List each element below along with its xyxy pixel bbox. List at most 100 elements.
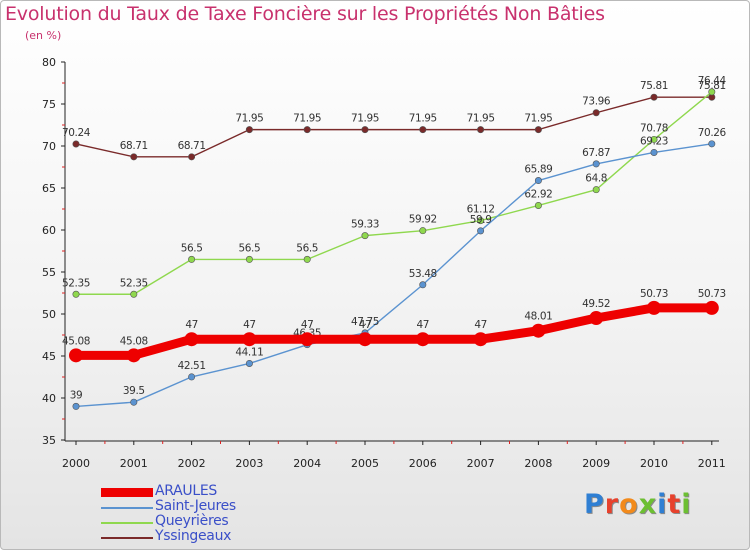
logo-letter: o	[619, 489, 639, 520]
data-label: 47	[359, 319, 372, 331]
data-label: 53.48	[409, 268, 437, 280]
data-label: 61.12	[467, 204, 495, 216]
data-label: 44.11	[235, 346, 263, 358]
x-tick-label: 2008	[524, 457, 552, 470]
data-point	[708, 88, 716, 96]
legend-label: Yssingeaux	[155, 528, 232, 544]
data-label: 71.95	[524, 113, 552, 125]
x-tick-label: 2001	[120, 457, 148, 470]
data-label: 70.78	[640, 122, 668, 134]
data-label: 64.8	[585, 173, 607, 185]
data-label: 47	[474, 319, 487, 331]
x-tick-label: 2007	[467, 457, 495, 470]
data-label: 47	[243, 319, 256, 331]
legend-swatch	[101, 488, 153, 497]
legend-swatch	[101, 507, 153, 509]
data-point	[650, 93, 658, 101]
data-point	[650, 148, 658, 156]
y-tick-label: 75	[42, 98, 56, 111]
data-point	[303, 255, 311, 263]
data-label: 47	[417, 319, 430, 331]
data-label: 52.35	[120, 277, 148, 289]
logo-letter: i	[657, 489, 668, 520]
data-point	[130, 398, 138, 406]
legend-label: ARAULES	[155, 483, 217, 499]
data-point	[361, 232, 369, 240]
data-point	[188, 255, 196, 263]
data-label: 50.73	[698, 288, 726, 300]
logo-letter: x	[638, 489, 658, 520]
data-point	[303, 126, 311, 134]
data-point	[647, 300, 661, 315]
data-point	[477, 217, 485, 225]
data-point	[415, 332, 430, 347]
x-tick-label: 2009	[582, 457, 610, 470]
y-tick-label: 55	[42, 266, 56, 279]
data-point	[473, 332, 488, 347]
proxiti-logo[interactable]: Proxiti	[584, 489, 692, 520]
data-label: 71.95	[351, 113, 379, 125]
data-label: 56.5	[239, 242, 261, 254]
data-label: 47	[301, 319, 314, 331]
data-label: 70.24	[62, 127, 91, 139]
data-point	[188, 373, 196, 381]
data-point	[300, 332, 315, 347]
data-point	[589, 311, 604, 326]
data-label: 39	[70, 389, 83, 401]
data-label: 56.5	[296, 242, 318, 254]
legend-swatch	[101, 537, 153, 539]
data-label: 52.35	[62, 277, 90, 289]
data-point	[477, 126, 485, 134]
data-label: 48.01	[524, 311, 552, 323]
y-tick-label: 35	[42, 434, 56, 447]
logo-letter: t	[667, 489, 682, 520]
data-point	[534, 201, 542, 209]
y-tick-label: 80	[42, 56, 56, 69]
series-line	[75, 96, 712, 158]
data-label: 49.52	[582, 298, 610, 310]
x-tick-label: 2010	[640, 457, 668, 470]
legend-item-queyrieres: Queyrières	[101, 513, 361, 530]
data-label: 76.44	[698, 75, 727, 87]
data-point	[592, 160, 600, 168]
data-label: 39.5	[123, 385, 145, 397]
data-point	[245, 126, 253, 134]
data-point	[245, 255, 253, 263]
x-tick-label: 2003	[235, 457, 263, 470]
data-label: 75.81	[698, 80, 726, 92]
data-point	[184, 332, 199, 347]
data-label: 59.92	[409, 214, 437, 226]
x-tick-label: 2006	[409, 457, 437, 470]
y-tick-label: 70	[42, 140, 56, 153]
data-point	[531, 323, 546, 338]
data-label: 62.92	[524, 188, 552, 200]
data-point	[69, 348, 83, 363]
data-point	[534, 177, 542, 185]
data-label: 50.73	[640, 288, 668, 300]
legend-item-araules: ARAULES	[101, 483, 361, 500]
chart-title: Evolution du Taux de Taxe Foncière sur l…	[5, 3, 605, 25]
data-label: 69.23	[640, 135, 668, 147]
legend-label: Saint-Jeures	[155, 498, 236, 514]
unit-label: (en %)	[25, 29, 62, 42]
y-tick-label: 45	[42, 350, 56, 363]
data-point	[650, 135, 658, 143]
data-point	[361, 126, 369, 134]
series-line	[76, 91, 713, 295]
data-label: 56.5	[181, 242, 203, 254]
data-point	[419, 126, 427, 134]
data-label: 68.71	[120, 140, 148, 152]
logo-letter: r	[604, 489, 620, 520]
x-tick-label: 2002	[178, 457, 206, 470]
y-tick-label: 50	[42, 308, 56, 321]
data-point	[126, 348, 141, 363]
data-label: 59.9	[470, 214, 492, 226]
data-point	[708, 140, 716, 148]
data-point	[72, 140, 80, 148]
data-point	[188, 153, 196, 161]
data-point	[704, 300, 719, 315]
data-point	[534, 126, 542, 134]
data-point	[130, 153, 138, 161]
data-point	[419, 281, 427, 289]
